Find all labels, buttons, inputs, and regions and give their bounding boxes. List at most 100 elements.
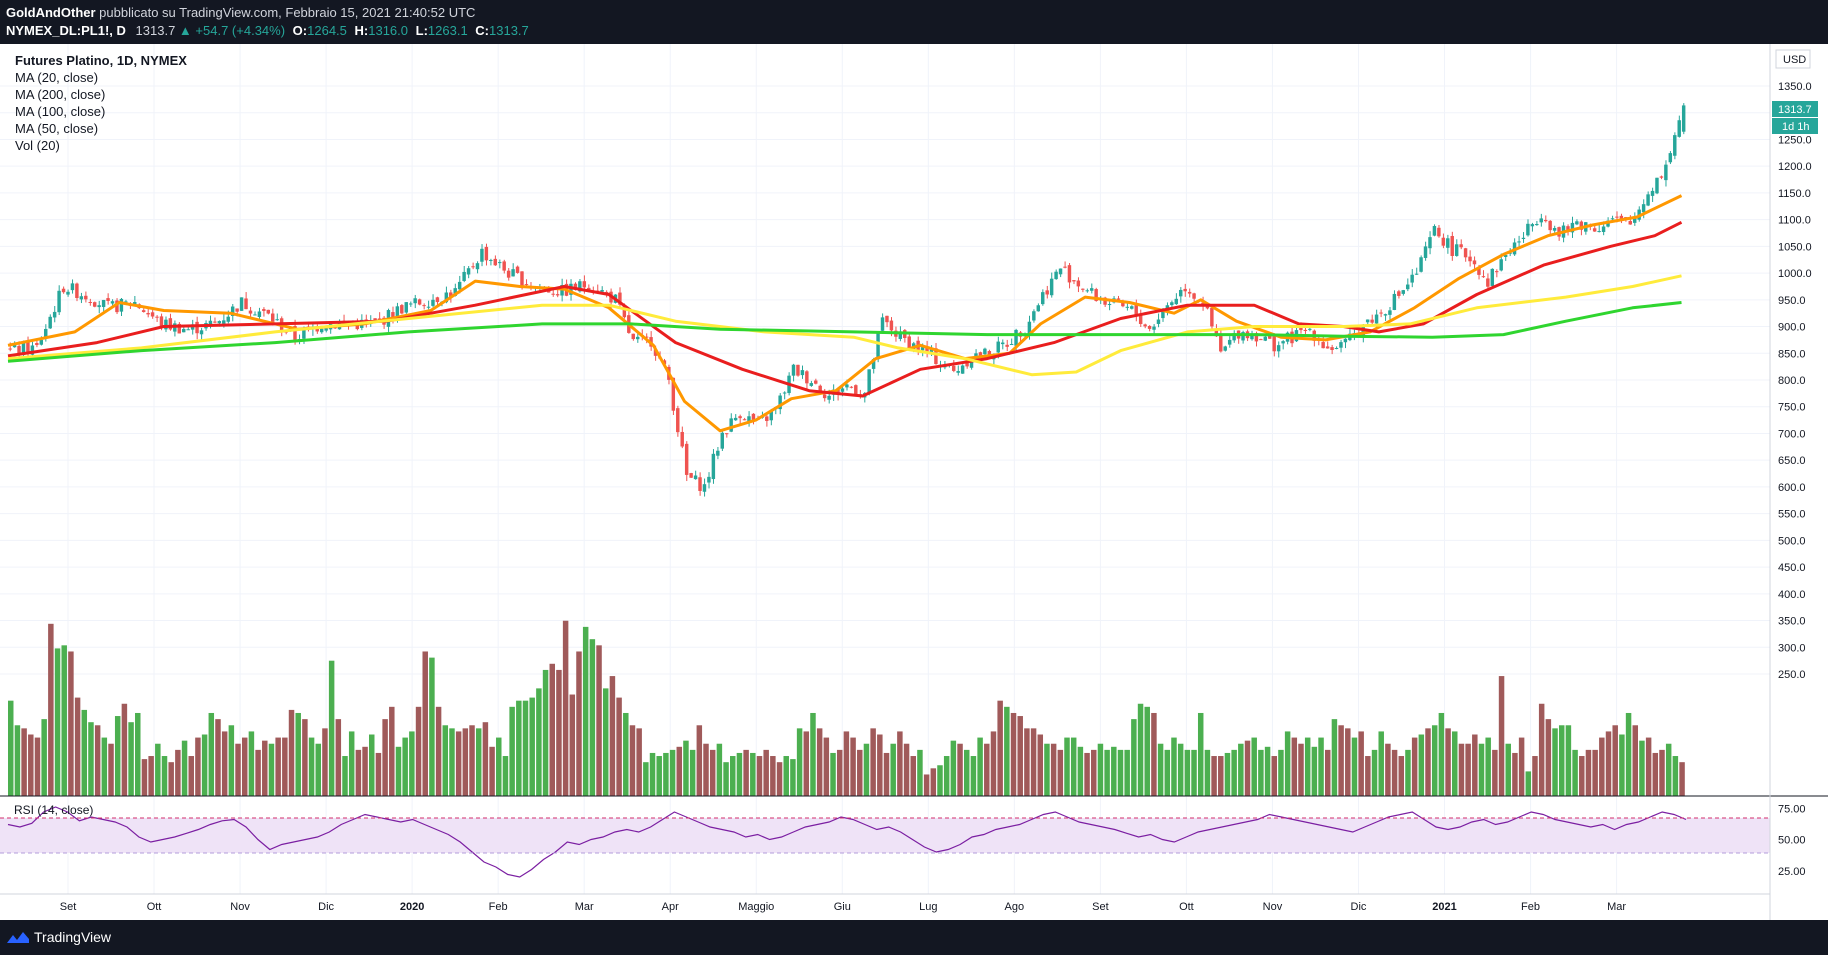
volume-bar [1218,756,1224,796]
volume-bar [502,756,509,796]
candle-body [1254,333,1259,342]
volume-bar [255,749,261,796]
candle-body [925,346,929,353]
candle-body [751,413,756,422]
price-axis[interactable]: 1350.01300.01250.01200.01150.01100.01050… [1778,81,1812,681]
candle-body [1463,248,1468,258]
volume-bar [970,756,977,796]
legend-title[interactable]: Futures Platino, 1D, NYMEX [15,53,187,68]
volume-bar [1405,749,1411,796]
candle-body [101,299,106,307]
candle-body [1187,291,1192,294]
volume-bar [262,740,268,796]
legend-item-ma50[interactable]: MA (50, close) [15,121,99,136]
volume-bar [836,749,843,796]
candle-body [141,310,146,312]
candle-body [324,328,328,331]
volume-bar [1518,737,1525,796]
candle-body [1566,226,1570,231]
volume-bar [857,749,863,796]
candle-body [48,316,52,329]
candle-body [506,270,511,278]
candle-body [956,371,960,373]
candle-body [854,385,858,396]
time-axis[interactable]: Set Ott Nov Dic 2020 Feb Mar Apr Maggio Giu Lug Ago… [60,901,1627,913]
volume-bar [1532,756,1538,796]
volume-bar [750,752,756,796]
volume-bar [94,725,101,796]
legend-item-ma100[interactable]: MA (100, close) [15,104,106,119]
rsi-tick-label: 50.00 [1778,835,1806,847]
candle-body [422,305,426,307]
volume-bar [195,737,201,796]
volume-bar [950,740,957,796]
volume-bar [1438,712,1445,796]
candle-body [1299,327,1303,331]
candle-body [1437,227,1441,237]
candle-body [1308,328,1312,330]
tradingview-logo-icon [7,932,29,943]
brand-name[interactable]: TradingView [34,929,112,945]
price-tick-label: 300.0 [1778,642,1806,654]
candle-body [707,476,711,483]
volume-bar [910,756,916,796]
candle-body [1125,306,1130,308]
volume-bar [462,728,469,796]
candle-body [57,290,61,313]
price-tick-label: 600.0 [1778,482,1806,494]
currency-box[interactable] [1775,49,1811,69]
time-tick-label: Ott [147,901,162,913]
volume-bar [984,743,990,796]
volume-bar [1418,734,1425,796]
volume-bar [810,712,816,796]
candle-body [217,321,222,324]
volume-bar [1157,743,1164,796]
candle-body [1161,309,1165,319]
volume-bar [1385,743,1391,796]
candle-body [1085,290,1089,292]
legend-item-volume[interactable]: Vol (20) [15,138,60,153]
candle-body [275,319,279,321]
volume-bar [282,737,288,796]
candle-body [702,484,707,492]
volume-bar [1558,725,1565,796]
candle-body [1276,345,1281,352]
candle-body [1339,342,1343,348]
price-chart[interactable]: RSI (14, close) 1350.01300.01250.01200.0… [0,44,1828,920]
candle-body [453,288,457,296]
time-tick-label: Nov [1263,901,1283,913]
volume-bar [1204,749,1211,796]
candle-body [1067,265,1072,283]
up-arrow-icon: ▲ [178,23,192,38]
candle-body [168,318,173,330]
candle-body [1219,335,1223,352]
volume-bar [930,768,937,796]
volume-bar [1057,749,1064,796]
author-name[interactable]: GoldAndOther [6,5,96,20]
time-tick-label: Ago [1005,901,1025,913]
candle-body [867,369,871,393]
candle-body [1592,228,1597,232]
candle-body [907,336,911,350]
candle-body [653,349,658,356]
candle-body [1414,273,1419,275]
rsi-axis[interactable]: 75.00 50.00 25.00 [1778,803,1806,878]
legend-item-ma20[interactable]: MA (20, close) [15,70,99,85]
candle-body [676,408,680,433]
candle-body [21,342,26,355]
volume-bar [342,756,348,796]
volume-bar [108,743,114,796]
legend-item-ma200[interactable]: MA (200, close) [15,87,106,102]
volume-bar [1278,749,1284,796]
volume-bar [1445,728,1451,796]
symbol-label: NYMEX_DL:PL1!, D [6,23,126,38]
volume-bar [1365,756,1371,796]
candle-body [413,298,417,304]
volume-bar [776,762,783,796]
volume-bar [1050,743,1057,796]
candle-body [1610,218,1615,220]
candle-body [1303,329,1308,331]
volume-bar [1331,719,1338,796]
candle-body [524,284,529,286]
volume-bar [1458,743,1465,796]
